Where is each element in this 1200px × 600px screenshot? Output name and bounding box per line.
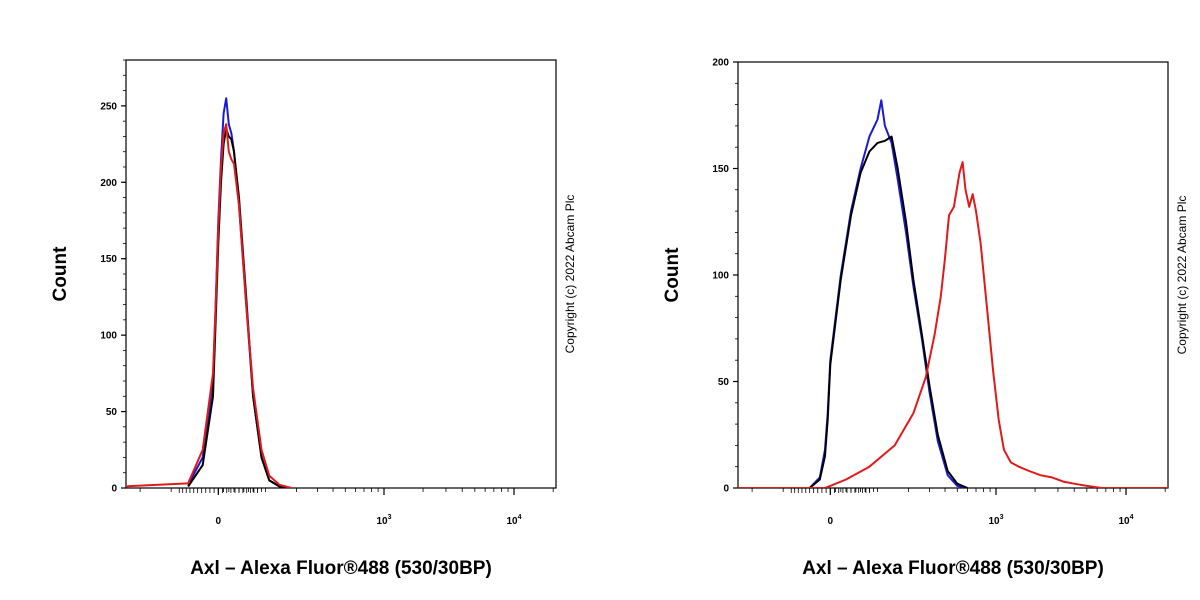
series-line-2 bbox=[187, 127, 292, 488]
x-tick-exponent: 4 bbox=[518, 514, 522, 521]
y-tick-label: 200 bbox=[712, 58, 729, 69]
copyright-text: Copyright (c) 2022 Abcam Plc bbox=[563, 195, 577, 354]
x-tick-exponent: 4 bbox=[1130, 514, 1134, 521]
x-tick-label: 103 bbox=[376, 514, 391, 527]
x-tick-exponent: 3 bbox=[1000, 514, 1004, 521]
chart-panel-left: 0 50 100 150 200 250 0 103 104 Count Axl – Alexa F… bbox=[50, 59, 577, 579]
copyright-text: Copyright (c) 2022 Abcam Plc bbox=[1175, 196, 1189, 355]
histogram-chart-right: 0 50 100 150 200 0 103 104 Count Axl – Alexa Fluo… bbox=[662, 58, 1189, 580]
x-axis-label: Axl – Alexa Fluor®488 (530/30BP) bbox=[190, 558, 492, 579]
histogram-chart-left: 0 50 100 150 200 250 0 103 104 Count Axl – Alexa F… bbox=[50, 59, 577, 579]
series-line-1 bbox=[187, 97, 292, 488]
series-line-3 bbox=[126, 123, 292, 488]
y-tick-label: 50 bbox=[106, 407, 118, 418]
x-tick-exponent: 3 bbox=[388, 514, 392, 521]
y-tick-label: 50 bbox=[718, 377, 730, 388]
x-tick-label: 0 bbox=[828, 516, 834, 527]
y-tick-label: 0 bbox=[723, 484, 729, 495]
y-tick-label: 250 bbox=[100, 101, 117, 112]
series-line-3 bbox=[738, 161, 1168, 488]
y-tick-label: 200 bbox=[100, 178, 117, 189]
x-tick-label: 104 bbox=[1118, 514, 1133, 527]
y-tick-label: 150 bbox=[100, 254, 117, 265]
y-tick-label: 100 bbox=[100, 331, 117, 342]
y-tick-label: 0 bbox=[111, 484, 117, 495]
x-tick-label: 103 bbox=[988, 514, 1003, 527]
plot-frame bbox=[737, 61, 1169, 489]
y-axis-label: Count bbox=[50, 246, 71, 302]
y-axis-label: Count bbox=[662, 247, 683, 303]
series-line-1 bbox=[808, 99, 968, 488]
x-axis-label: Axl – Alexa Fluor®488 (530/30BP) bbox=[802, 558, 1104, 579]
x-tick-label: 104 bbox=[506, 514, 521, 527]
series-line-2 bbox=[809, 135, 968, 488]
y-tick-label: 150 bbox=[712, 164, 729, 175]
y-tick-label: 100 bbox=[712, 271, 729, 282]
x-tick-label: 0 bbox=[216, 516, 222, 527]
plot-frame bbox=[125, 59, 557, 489]
chart-panel-right: 0 50 100 150 200 0 103 104 Count Axl – Alexa Fluo… bbox=[612, 0, 1200, 600]
